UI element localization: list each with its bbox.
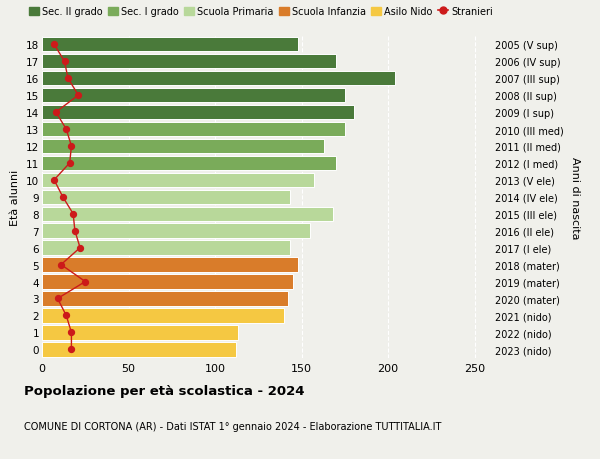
Point bbox=[61, 312, 71, 319]
Point bbox=[61, 126, 71, 134]
Bar bbox=[42, 157, 336, 171]
Bar bbox=[42, 291, 288, 306]
Point bbox=[60, 58, 70, 66]
Bar bbox=[42, 241, 290, 255]
Point bbox=[67, 329, 76, 336]
Bar bbox=[42, 342, 236, 357]
Bar bbox=[42, 55, 336, 69]
Bar bbox=[42, 224, 310, 238]
Bar bbox=[42, 308, 284, 323]
Bar bbox=[42, 123, 345, 137]
Y-axis label: Età alunni: Età alunni bbox=[10, 169, 20, 225]
Text: Popolazione per età scolastica - 2024: Popolazione per età scolastica - 2024 bbox=[24, 384, 305, 397]
Bar bbox=[42, 275, 293, 289]
Point bbox=[75, 245, 85, 252]
Point bbox=[80, 278, 90, 285]
Point bbox=[58, 194, 68, 201]
Bar bbox=[42, 38, 298, 52]
Point bbox=[74, 92, 83, 100]
Bar bbox=[42, 89, 345, 103]
Legend: Sec. II grado, Sec. I grado, Scuola Primaria, Scuola Infanzia, Asilo Nido, Stran: Sec. II grado, Sec. I grado, Scuola Prim… bbox=[29, 7, 493, 17]
Point bbox=[51, 109, 61, 117]
Point bbox=[53, 295, 62, 302]
Bar bbox=[42, 258, 298, 272]
Point bbox=[49, 177, 59, 184]
Text: COMUNE DI CORTONA (AR) - Dati ISTAT 1° gennaio 2024 - Elaborazione TUTTITALIA.IT: COMUNE DI CORTONA (AR) - Dati ISTAT 1° g… bbox=[24, 421, 442, 431]
Bar bbox=[42, 207, 333, 221]
Bar bbox=[42, 106, 353, 120]
Bar bbox=[42, 72, 395, 86]
Point bbox=[49, 41, 59, 49]
Y-axis label: Anni di nascita: Anni di nascita bbox=[570, 156, 580, 239]
Point bbox=[56, 261, 66, 269]
Point bbox=[67, 346, 76, 353]
Point bbox=[65, 160, 74, 167]
Bar bbox=[42, 140, 324, 154]
Point bbox=[67, 143, 76, 150]
Point bbox=[70, 228, 80, 235]
Bar bbox=[42, 325, 238, 340]
Point bbox=[63, 75, 73, 83]
Bar bbox=[42, 173, 314, 188]
Point bbox=[68, 211, 78, 218]
Bar bbox=[42, 190, 290, 205]
